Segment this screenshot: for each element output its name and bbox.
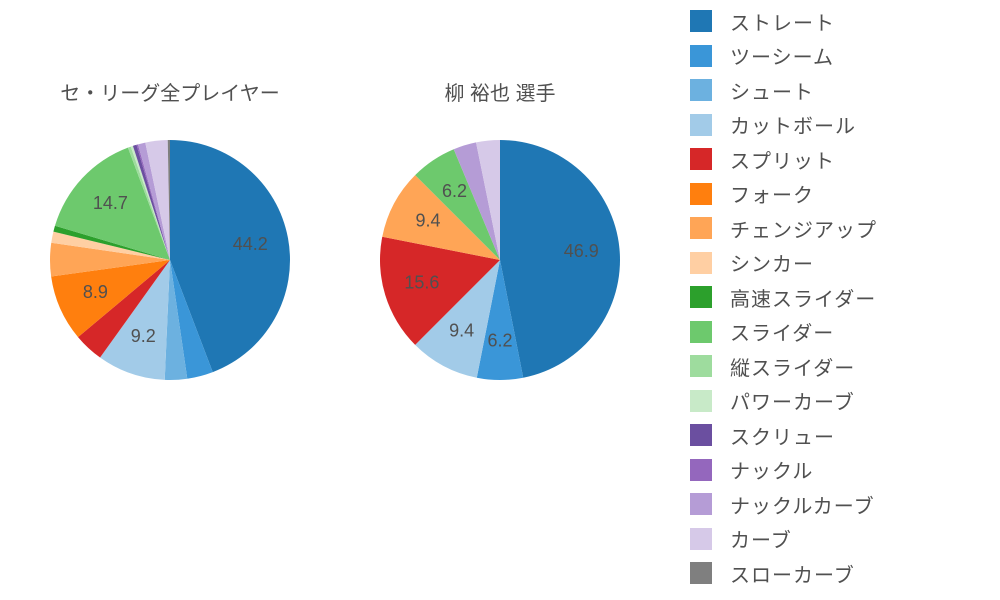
pie-title: セ・リーグ全プレイヤー bbox=[60, 82, 279, 105]
legend-label: ストレート bbox=[730, 7, 835, 36]
legend-label: カーブ bbox=[730, 524, 792, 553]
legend-label: ツーシーム bbox=[730, 41, 834, 70]
legend-swatch bbox=[690, 114, 712, 136]
legend-item: 縦スライダー bbox=[690, 349, 990, 384]
legend-label: シュート bbox=[730, 76, 814, 105]
legend-swatch bbox=[690, 252, 712, 274]
legend-item: 高速スライダー bbox=[690, 280, 990, 315]
legend-swatch bbox=[690, 528, 712, 550]
slice-label: 14.7 bbox=[93, 193, 128, 213]
legend-label: ナックル bbox=[730, 455, 813, 484]
legend-item: フォーク bbox=[690, 177, 990, 212]
legend-label: 縦スライダー bbox=[730, 352, 855, 381]
legend-swatch bbox=[690, 459, 712, 481]
legend-item: ストレート bbox=[690, 4, 990, 39]
legend-label: スクリュー bbox=[730, 421, 835, 450]
legend: ストレートツーシームシュートカットボールスプリットフォークチェンジアップシンカー… bbox=[690, 0, 990, 591]
legend-swatch bbox=[690, 286, 712, 308]
slice-label: 15.6 bbox=[404, 272, 439, 292]
legend-label: スローカーブ bbox=[730, 559, 855, 588]
legend-swatch bbox=[690, 321, 712, 343]
legend-label: カットボール bbox=[730, 110, 856, 139]
legend-item: ツーシーム bbox=[690, 39, 990, 74]
legend-item: シュート bbox=[690, 73, 990, 108]
legend-item: チェンジアップ bbox=[690, 211, 990, 246]
legend-swatch bbox=[690, 148, 712, 170]
legend-item: ナックルカーブ bbox=[690, 487, 990, 522]
legend-item: スライダー bbox=[690, 315, 990, 350]
legend-swatch bbox=[690, 45, 712, 67]
slice-label: 9.4 bbox=[415, 210, 440, 230]
legend-swatch bbox=[690, 79, 712, 101]
legend-swatch bbox=[690, 562, 712, 584]
legend-swatch bbox=[690, 390, 712, 412]
slice-label: 6.2 bbox=[487, 330, 512, 350]
slice-label: 46.9 bbox=[564, 241, 599, 261]
slice-label: 9.4 bbox=[449, 321, 474, 341]
legend-label: シンカー bbox=[730, 248, 814, 277]
legend-label: チェンジアップ bbox=[730, 214, 877, 243]
pie-title: 柳 裕也 選手 bbox=[444, 82, 555, 105]
slice-label: 6.2 bbox=[442, 181, 467, 201]
slice-label: 9.2 bbox=[131, 326, 156, 346]
legend-item: スクリュー bbox=[690, 418, 990, 453]
legend-label: パワーカーブ bbox=[730, 386, 855, 415]
legend-label: 高速スライダー bbox=[730, 283, 876, 312]
legend-swatch bbox=[690, 493, 712, 515]
pies-svg: セ・リーグ全プレイヤー44.29.28.914.7柳 裕也 選手46.96.29… bbox=[0, 0, 680, 560]
legend-item: スローカーブ bbox=[690, 556, 990, 591]
legend-swatch bbox=[690, 10, 712, 32]
slice-label: 44.2 bbox=[233, 234, 268, 254]
legend-item: パワーカーブ bbox=[690, 384, 990, 419]
legend-swatch bbox=[690, 183, 712, 205]
legend-item: カットボール bbox=[690, 108, 990, 143]
legend-item: ナックル bbox=[690, 453, 990, 488]
legend-label: スプリット bbox=[730, 145, 835, 174]
pie-slice bbox=[500, 140, 620, 378]
legend-swatch bbox=[690, 355, 712, 377]
legend-label: フォーク bbox=[730, 179, 814, 208]
chart-area: セ・リーグ全プレイヤー44.29.28.914.7柳 裕也 選手46.96.29… bbox=[0, 0, 680, 600]
legend-item: シンカー bbox=[690, 246, 990, 281]
legend-label: スライダー bbox=[730, 317, 834, 346]
legend-item: スプリット bbox=[690, 142, 990, 177]
legend-item: カーブ bbox=[690, 522, 990, 557]
legend-label: ナックルカーブ bbox=[730, 490, 875, 519]
legend-swatch bbox=[690, 217, 712, 239]
legend-swatch bbox=[690, 424, 712, 446]
slice-label: 8.9 bbox=[83, 282, 108, 302]
